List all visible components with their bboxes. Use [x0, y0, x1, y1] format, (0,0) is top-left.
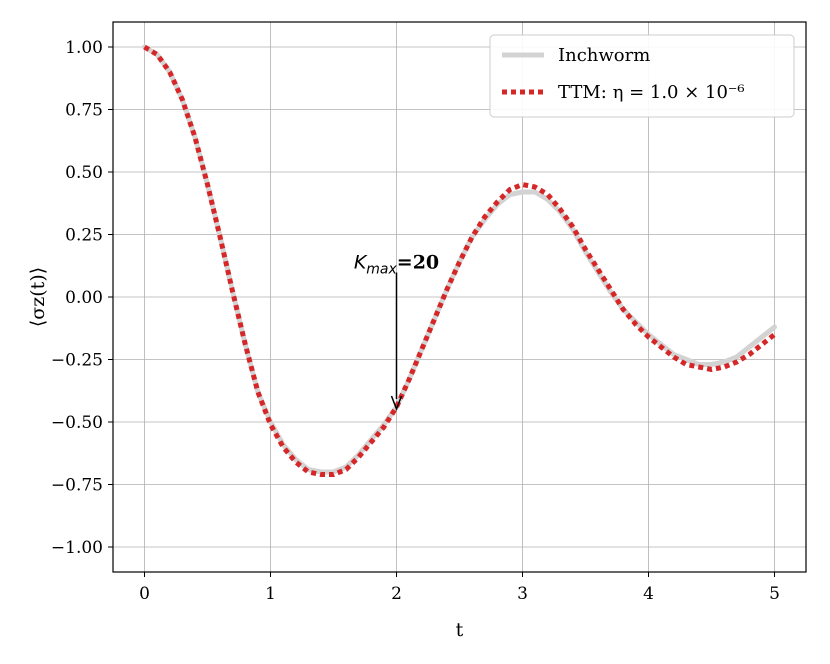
y-tick-label: −0.50 — [51, 413, 103, 433]
x-tick-label: 4 — [643, 584, 654, 604]
legend-box — [489, 34, 795, 118]
annotation: Kmax=20 — [354, 252, 439, 412]
y-tick-label: 0.00 — [65, 288, 103, 308]
series-line-1 — [143, 44, 777, 477]
series-lines — [142, 44, 777, 477]
annotation-label: Kmax=20 — [354, 252, 439, 278]
y-tick-label: −0.25 — [51, 351, 103, 371]
y-tick-label: −0.75 — [51, 476, 103, 496]
y-tick-label: 0.25 — [65, 226, 103, 246]
y-axis-label: ⟨σz(t)⟩ — [27, 267, 49, 327]
x-tick-label: 1 — [265, 584, 276, 604]
annotation-arrow-head — [390, 395, 403, 412]
x-tick-label: 2 — [391, 584, 402, 604]
y-tick-label: 0.50 — [65, 163, 103, 183]
x-tick-label: 5 — [769, 584, 780, 604]
legend: Inchworm TTM: η = 1.0 × 10⁻⁶ — [489, 34, 795, 118]
x-tick-label: 3 — [517, 584, 528, 604]
y-tick-label: −1.00 — [51, 538, 103, 558]
axis-ticks: 0 1 2 3 4 5 1.00 0.75 0.50 0.25 0.00 −0.25 −0.50 −0.7… — [51, 38, 780, 604]
legend-label-1: TTM: η = 1.0 × 10⁻⁶ — [558, 82, 745, 103]
y-tick-label: 0.75 — [65, 101, 103, 121]
x-tick-label: 0 — [139, 584, 150, 604]
x-axis-label: t — [456, 619, 464, 641]
y-tick-label: 1.00 — [65, 38, 103, 58]
legend-label-0: Inchworm — [558, 45, 650, 66]
